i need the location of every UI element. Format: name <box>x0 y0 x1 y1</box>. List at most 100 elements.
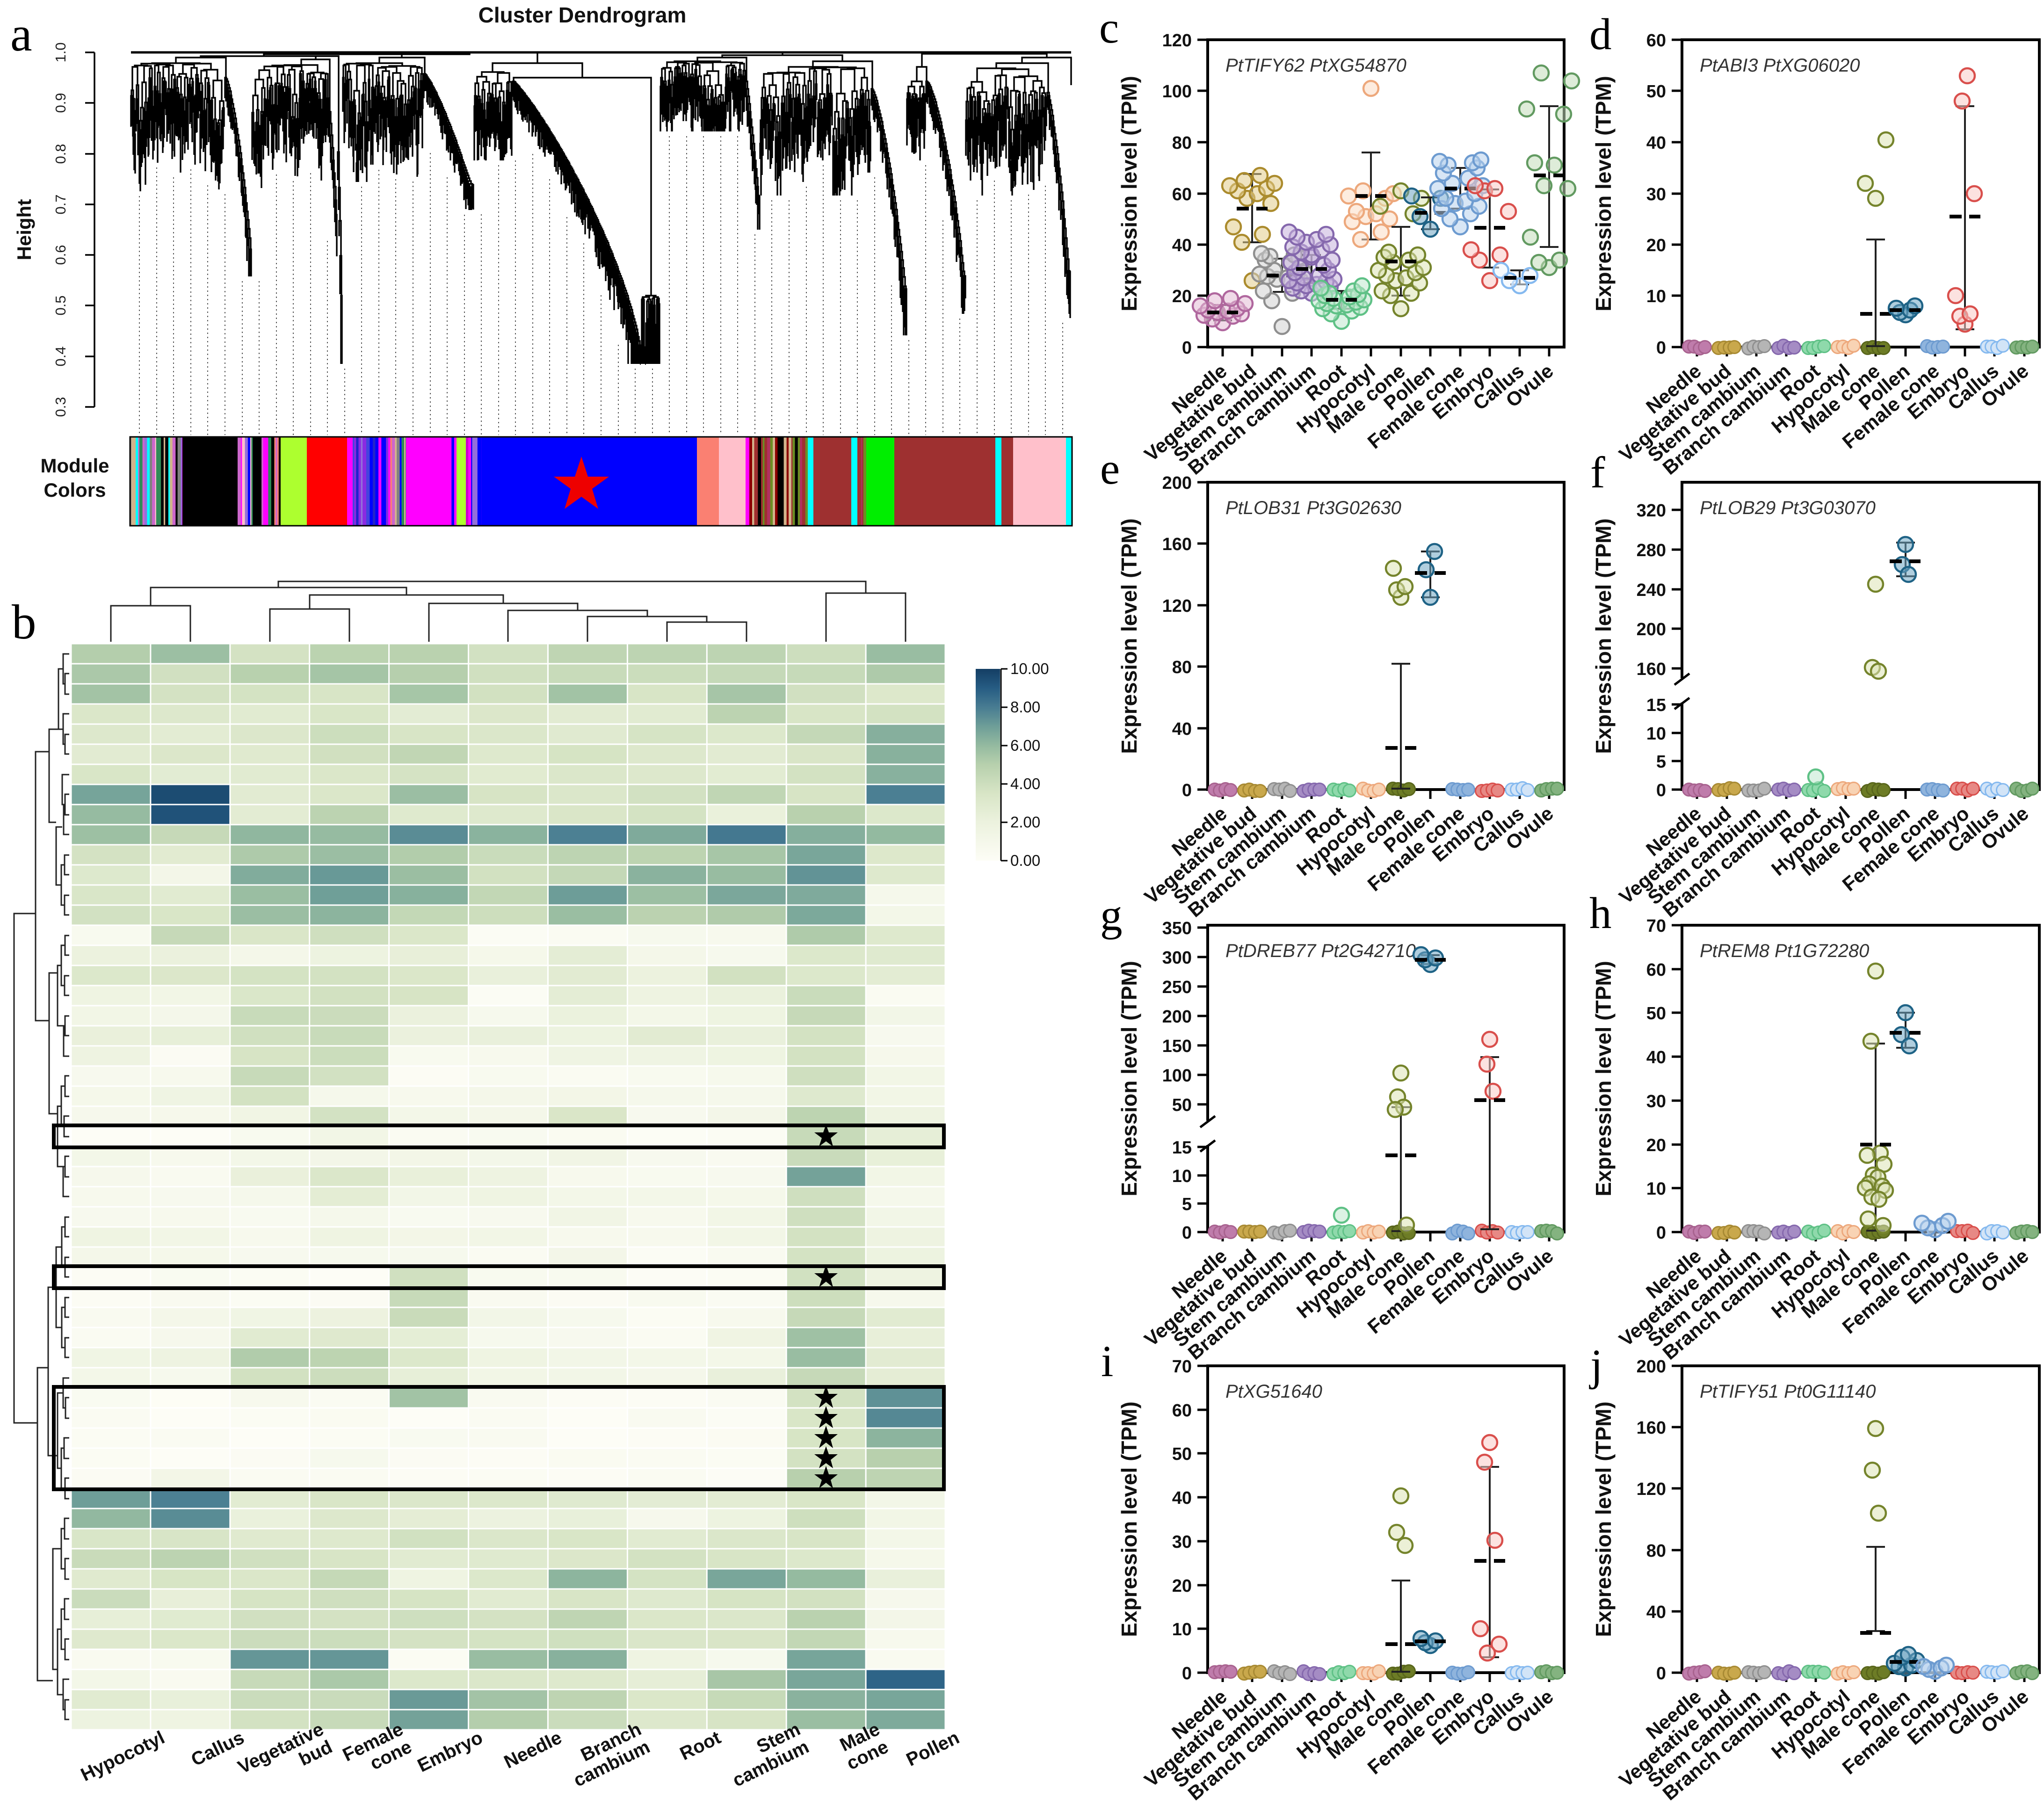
svg-text:300: 300 <box>1162 948 1192 968</box>
svg-text:0: 0 <box>1182 1223 1192 1243</box>
svg-text:40: 40 <box>1172 1488 1192 1508</box>
svg-text:200: 200 <box>1637 1357 1666 1377</box>
svg-text:150: 150 <box>1162 1037 1192 1056</box>
svg-text:5: 5 <box>1182 1195 1192 1214</box>
svg-text:70: 70 <box>1172 1357 1192 1377</box>
svg-text:Expression level (TPM): Expression level (TPM) <box>1591 1401 1616 1637</box>
svg-text:0.9: 0.9 <box>52 93 69 113</box>
svg-text:0: 0 <box>1656 1223 1666 1243</box>
svg-text:80: 80 <box>1646 1541 1666 1561</box>
svg-text:80: 80 <box>1172 658 1192 677</box>
svg-text:320: 320 <box>1637 501 1666 521</box>
svg-text:b: b <box>12 595 36 649</box>
svg-text:4.00: 4.00 <box>1010 775 1040 792</box>
svg-text:350: 350 <box>1162 919 1192 938</box>
svg-text:j: j <box>1589 1340 1602 1390</box>
svg-text:40: 40 <box>1172 236 1192 255</box>
svg-text:0.3: 0.3 <box>52 397 69 417</box>
svg-text:60: 60 <box>1172 185 1192 204</box>
svg-text:i: i <box>1101 1336 1113 1386</box>
svg-text:40: 40 <box>1646 1048 1666 1067</box>
svg-text:Expression level (TPM): Expression level (TPM) <box>1117 518 1141 754</box>
svg-text:30: 30 <box>1646 1092 1666 1111</box>
svg-text:100: 100 <box>1162 1066 1192 1086</box>
svg-text:0.00: 0.00 <box>1010 852 1040 869</box>
svg-text:0.8: 0.8 <box>52 144 69 164</box>
svg-text:PtREM8 Pt1G72280: PtREM8 Pt1G72280 <box>1700 941 1869 961</box>
svg-text:30: 30 <box>1172 1532 1192 1552</box>
svg-text:a: a <box>10 7 32 61</box>
svg-text:250: 250 <box>1162 978 1192 997</box>
svg-text:10: 10 <box>1172 1620 1192 1639</box>
svg-text:Height: Height <box>13 199 35 261</box>
svg-text:0.4: 0.4 <box>52 346 69 366</box>
svg-text:10.00: 10.00 <box>1010 660 1049 677</box>
svg-text:60: 60 <box>1646 960 1666 980</box>
svg-text:6.00: 6.00 <box>1010 737 1040 754</box>
svg-text:h: h <box>1589 888 1612 938</box>
svg-text:60: 60 <box>1646 31 1666 51</box>
svg-text:160: 160 <box>1637 1418 1666 1438</box>
svg-text:e: e <box>1100 444 1120 493</box>
svg-text:PtLOB31 Pt3G02630: PtLOB31 Pt3G02630 <box>1225 498 1401 518</box>
svg-text:Expression level (TPM): Expression level (TPM) <box>1117 76 1141 312</box>
svg-text:8.00: 8.00 <box>1010 698 1040 716</box>
svg-text:10: 10 <box>1646 287 1666 306</box>
svg-text:100: 100 <box>1162 82 1192 102</box>
svg-text:Expression level (TPM): Expression level (TPM) <box>1591 76 1616 312</box>
svg-text:200: 200 <box>1162 473 1192 493</box>
svg-text:PtTIFY62 PtXG54870: PtTIFY62 PtXG54870 <box>1225 55 1406 76</box>
svg-text:0: 0 <box>1656 1664 1666 1683</box>
svg-text:1.0: 1.0 <box>52 42 69 62</box>
svg-text:0.7: 0.7 <box>52 194 69 214</box>
svg-text:2.00: 2.00 <box>1010 813 1040 831</box>
svg-text:PtDREB77 Pt2G42710: PtDREB77 Pt2G42710 <box>1225 941 1416 961</box>
svg-text:PtABI3 PtXG06020: PtABI3 PtXG06020 <box>1700 55 1860 76</box>
svg-text:10: 10 <box>1646 724 1666 744</box>
svg-text:g: g <box>1100 890 1123 940</box>
svg-text:50: 50 <box>1646 82 1666 102</box>
svg-text:0: 0 <box>1182 781 1192 800</box>
svg-text:40: 40 <box>1646 133 1666 153</box>
svg-text:PtLOB29 Pt3G03070: PtLOB29 Pt3G03070 <box>1700 498 1876 518</box>
svg-text:120: 120 <box>1162 31 1192 51</box>
svg-text:30: 30 <box>1646 185 1666 204</box>
svg-text:20: 20 <box>1646 236 1666 255</box>
svg-text:50: 50 <box>1172 1095 1192 1115</box>
svg-text:0: 0 <box>1182 338 1192 358</box>
svg-text:50: 50 <box>1646 1004 1666 1023</box>
svg-text:15: 15 <box>1172 1138 1192 1158</box>
svg-text:240: 240 <box>1637 580 1666 600</box>
svg-text:c: c <box>1099 3 1119 52</box>
svg-text:50: 50 <box>1172 1444 1192 1464</box>
svg-text:0: 0 <box>1656 781 1666 800</box>
svg-text:200: 200 <box>1637 620 1666 639</box>
svg-text:70: 70 <box>1646 916 1666 936</box>
svg-text:120: 120 <box>1637 1479 1666 1499</box>
svg-text:200: 200 <box>1162 1007 1192 1027</box>
svg-text:80: 80 <box>1172 133 1192 153</box>
svg-text:PtXG51640: PtXG51640 <box>1225 1381 1322 1402</box>
svg-text:PtTIFY51 Pt0G11140: PtTIFY51 Pt0G11140 <box>1700 1381 1876 1402</box>
svg-text:0.6: 0.6 <box>52 245 69 265</box>
svg-text:40: 40 <box>1646 1603 1666 1622</box>
svg-text:60: 60 <box>1172 1401 1192 1421</box>
svg-text:d: d <box>1589 9 1612 59</box>
svg-text:20: 20 <box>1172 1576 1192 1596</box>
svg-text:Expression level (TPM): Expression level (TPM) <box>1591 961 1616 1197</box>
svg-text:10: 10 <box>1646 1179 1666 1199</box>
svg-text:160: 160 <box>1162 535 1192 554</box>
svg-text:20: 20 <box>1646 1136 1666 1155</box>
svg-text:Expression level (TPM): Expression level (TPM) <box>1117 1401 1141 1637</box>
svg-text:15: 15 <box>1646 696 1666 715</box>
svg-text:20: 20 <box>1172 287 1192 306</box>
svg-text:0.5: 0.5 <box>52 295 69 315</box>
svg-text:Expression level (TPM): Expression level (TPM) <box>1591 518 1616 754</box>
svg-text:5: 5 <box>1656 752 1666 772</box>
svg-text:40: 40 <box>1172 719 1192 739</box>
svg-text:Cluster Dendrogram: Cluster Dendrogram <box>478 3 687 27</box>
svg-text:Colors: Colors <box>43 479 106 501</box>
svg-text:0: 0 <box>1182 1664 1192 1683</box>
svg-text:10: 10 <box>1172 1167 1192 1186</box>
svg-text:160: 160 <box>1637 660 1666 679</box>
